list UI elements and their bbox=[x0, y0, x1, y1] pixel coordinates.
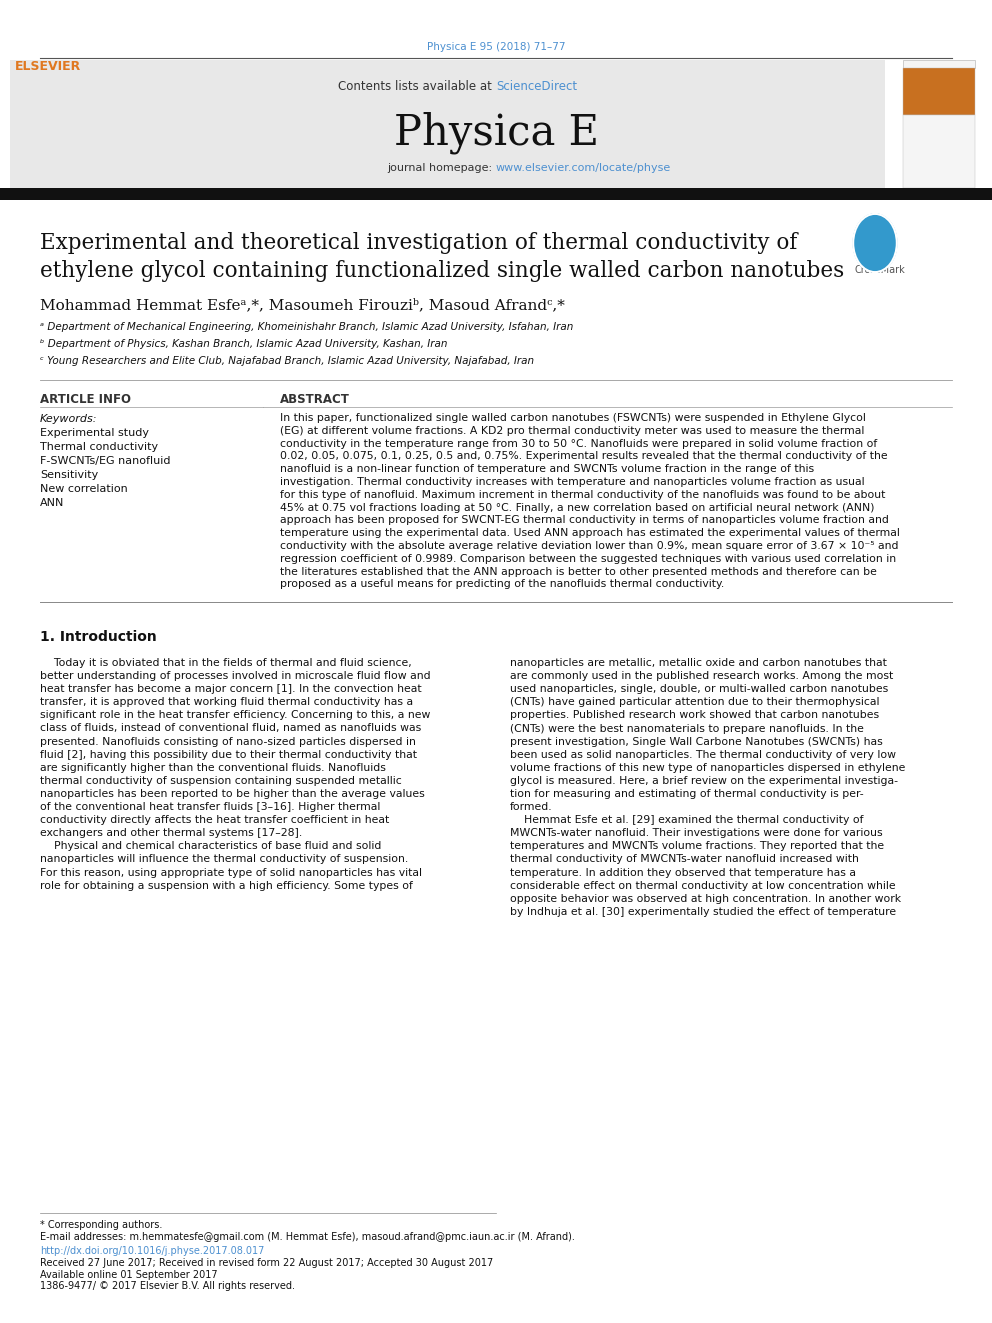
Text: volume fractions of this new type of nanoparticles dispersed in ethylene: volume fractions of this new type of nan… bbox=[510, 763, 906, 773]
Text: Sensitivity: Sensitivity bbox=[40, 470, 98, 480]
Text: (CNTs) have gained particular attention due to their thermophysical: (CNTs) have gained particular attention … bbox=[510, 697, 880, 708]
Text: by Indhuja et al. [30] experimentally studied the effect of temperature: by Indhuja et al. [30] experimentally st… bbox=[510, 906, 896, 917]
Text: Today it is obviated that in the fields of thermal and fluid science,: Today it is obviated that in the fields … bbox=[40, 658, 412, 668]
Text: of the conventional heat transfer fluids [3–16]. Higher thermal: of the conventional heat transfer fluids… bbox=[40, 802, 380, 812]
Text: ANN: ANN bbox=[40, 497, 64, 508]
Text: transfer, it is approved that working fluid thermal conductivity has a: transfer, it is approved that working fl… bbox=[40, 697, 413, 708]
Text: nanoparticles has been reported to be higher than the average values: nanoparticles has been reported to be hi… bbox=[40, 789, 425, 799]
Text: temperature. In addition they observed that temperature has a: temperature. In addition they observed t… bbox=[510, 868, 856, 877]
Text: 1. Introduction: 1. Introduction bbox=[40, 630, 157, 644]
Circle shape bbox=[853, 214, 897, 273]
Text: Available online 01 September 2017: Available online 01 September 2017 bbox=[40, 1270, 217, 1279]
Text: (EG) at different volume fractions. A KD2 pro thermal conductivity meter was use: (EG) at different volume fractions. A KD… bbox=[280, 426, 864, 435]
Text: temperature using the experimental data. Used ANN approach has estimated the exp: temperature using the experimental data.… bbox=[280, 528, 900, 538]
Text: better understanding of processes involved in microscale fluid flow and: better understanding of processes involv… bbox=[40, 671, 431, 681]
Text: Thermal conductivity: Thermal conductivity bbox=[40, 442, 158, 452]
Text: ELSEVIER: ELSEVIER bbox=[15, 60, 81, 73]
FancyBboxPatch shape bbox=[903, 115, 975, 188]
FancyBboxPatch shape bbox=[903, 60, 975, 67]
Text: tion for measuring and estimating of thermal conductivity is per-: tion for measuring and estimating of the… bbox=[510, 789, 864, 799]
Text: Experimental study: Experimental study bbox=[40, 429, 149, 438]
Text: conductivity directly affects the heat transfer coefficient in heat: conductivity directly affects the heat t… bbox=[40, 815, 389, 826]
FancyBboxPatch shape bbox=[903, 67, 975, 115]
Text: ᵃ Department of Mechanical Engineering, Khomeinishahr Branch, Islamic Azad Unive: ᵃ Department of Mechanical Engineering, … bbox=[40, 321, 573, 332]
Text: investigation. Thermal conductivity increases with temperature and nanoparticles: investigation. Thermal conductivity incr… bbox=[280, 478, 865, 487]
FancyBboxPatch shape bbox=[0, 188, 992, 200]
Text: been used as solid nanoparticles. The thermal conductivity of very low: been used as solid nanoparticles. The th… bbox=[510, 750, 896, 759]
Text: nanofluid is a non-linear function of temperature and SWCNTs volume fraction in : nanofluid is a non-linear function of te… bbox=[280, 464, 814, 474]
Text: ᵇ Department of Physics, Kashan Branch, Islamic Azad University, Kashan, Iran: ᵇ Department of Physics, Kashan Branch, … bbox=[40, 339, 447, 349]
Text: for this type of nanofluid. Maximum increment in thermal conductivity of the nan: for this type of nanofluid. Maximum incr… bbox=[280, 490, 886, 500]
Text: conductivity in the temperature range from 30 to 50 °C. Nanofluids were prepared: conductivity in the temperature range fr… bbox=[280, 439, 877, 448]
FancyBboxPatch shape bbox=[10, 60, 885, 188]
Text: ethylene glycol containing functionalized single walled carbon nanotubes: ethylene glycol containing functionalize… bbox=[40, 261, 844, 282]
Text: 1386-9477/ © 2017 Elsevier B.V. All rights reserved.: 1386-9477/ © 2017 Elsevier B.V. All righ… bbox=[40, 1281, 295, 1291]
Text: (CNTs) were the best nanomaterials to prepare nanofluids. In the: (CNTs) were the best nanomaterials to pr… bbox=[510, 724, 864, 733]
Text: In this paper, functionalized single walled carbon nanotubes (FSWCNTs) were susp: In this paper, functionalized single wal… bbox=[280, 413, 866, 423]
Text: Mohammad Hemmat Esfeᵃ,*, Masoumeh Firouziᵇ, Masoud Afrandᶜ,*: Mohammad Hemmat Esfeᵃ,*, Masoumeh Firouz… bbox=[40, 298, 564, 312]
Text: Experimental and theoretical investigation of thermal conductivity of: Experimental and theoretical investigati… bbox=[40, 232, 798, 254]
Text: Physica E: Physica E bbox=[394, 112, 598, 155]
Text: Physical and chemical characteristics of base fluid and solid: Physical and chemical characteristics of… bbox=[40, 841, 381, 852]
Text: used nanoparticles, single, double, or multi-walled carbon nanotubes: used nanoparticles, single, double, or m… bbox=[510, 684, 888, 695]
Text: Received 27 June 2017; Received in revised form 22 August 2017; Accepted 30 Augu: Received 27 June 2017; Received in revis… bbox=[40, 1258, 493, 1267]
Text: are significantly higher than the conventional fluids. Nanofluids: are significantly higher than the conven… bbox=[40, 763, 386, 773]
Text: ᶜ Young Researchers and Elite Club, Najafabad Branch, Islamic Azad University, N: ᶜ Young Researchers and Elite Club, Naja… bbox=[40, 356, 534, 366]
Text: are commonly used in the published research works. Among the most: are commonly used in the published resea… bbox=[510, 671, 893, 681]
Text: Hemmat Esfe et al. [29] examined the thermal conductivity of: Hemmat Esfe et al. [29] examined the the… bbox=[510, 815, 863, 826]
Text: considerable effect on thermal conductivity at low concentration while: considerable effect on thermal conductiv… bbox=[510, 881, 896, 890]
Text: thermal conductivity of suspension containing suspended metallic: thermal conductivity of suspension conta… bbox=[40, 775, 402, 786]
Text: exchangers and other thermal systems [17–28].: exchangers and other thermal systems [17… bbox=[40, 828, 303, 839]
Text: ARTICLE INFO: ARTICLE INFO bbox=[40, 393, 131, 406]
Text: 0.02, 0.05, 0.075, 0.1, 0.25, 0.5 and, 0.75%. Experimental results revealed that: 0.02, 0.05, 0.075, 0.1, 0.25, 0.5 and, 0… bbox=[280, 451, 888, 462]
Text: http://dx.doi.org/10.1016/j.physe.2017.08.017: http://dx.doi.org/10.1016/j.physe.2017.0… bbox=[40, 1246, 265, 1256]
Text: 45% at 0.75 vol fractions loading at 50 °C. Finally, a new correlation based on : 45% at 0.75 vol fractions loading at 50 … bbox=[280, 503, 875, 512]
Text: New correlation: New correlation bbox=[40, 484, 128, 493]
Text: formed.: formed. bbox=[510, 802, 553, 812]
Text: nanoparticles are metallic, metallic oxide and carbon nanotubes that: nanoparticles are metallic, metallic oxi… bbox=[510, 658, 887, 668]
Text: role for obtaining a suspension with a high efficiency. Some types of: role for obtaining a suspension with a h… bbox=[40, 881, 413, 890]
Text: heat transfer has become a major concern [1]. In the convection heat: heat transfer has become a major concern… bbox=[40, 684, 422, 695]
Text: fluid [2], having this possibility due to their thermal conductivity that: fluid [2], having this possibility due t… bbox=[40, 750, 417, 759]
Text: the literatures established that the ANN approach is better to other presented m: the literatures established that the ANN… bbox=[280, 566, 877, 577]
Text: conductivity with the absolute average relative deviation lower than 0.9%, mean : conductivity with the absolute average r… bbox=[280, 541, 899, 550]
Text: E-mail addresses: m.hemmatesfe@gmail.com (M. Hemmat Esfe), masoud.afrand@pmc.iau: E-mail addresses: m.hemmatesfe@gmail.com… bbox=[40, 1232, 575, 1242]
Text: present investigation, Single Wall Carbone Nanotubes (SWCNTs) has: present investigation, Single Wall Carbo… bbox=[510, 737, 883, 746]
Text: opposite behavior was observed at high concentration. In another work: opposite behavior was observed at high c… bbox=[510, 894, 901, 904]
Text: temperatures and MWCNTs volume fractions. They reported that the: temperatures and MWCNTs volume fractions… bbox=[510, 841, 884, 852]
Text: ScienceDirect: ScienceDirect bbox=[496, 79, 577, 93]
Text: Contents lists available at: Contents lists available at bbox=[338, 79, 496, 93]
Text: MWCNTs-water nanofluid. Their investigations were done for various: MWCNTs-water nanofluid. Their investigat… bbox=[510, 828, 883, 839]
Text: F-SWCNTs/EG nanofluid: F-SWCNTs/EG nanofluid bbox=[40, 456, 171, 466]
Text: thermal conductivity of MWCNTs-water nanofluid increased with: thermal conductivity of MWCNTs-water nan… bbox=[510, 855, 859, 864]
Text: presented. Nanofluids consisting of nano-sized particles dispersed in: presented. Nanofluids consisting of nano… bbox=[40, 737, 416, 746]
Text: proposed as a useful means for predicting of the nanofluids thermal conductivity: proposed as a useful means for predictin… bbox=[280, 579, 724, 590]
Text: journal homepage:: journal homepage: bbox=[387, 163, 496, 173]
Text: For this reason, using appropriate type of solid nanoparticles has vital: For this reason, using appropriate type … bbox=[40, 868, 422, 877]
Text: www.elsevier.com/locate/physe: www.elsevier.com/locate/physe bbox=[496, 163, 672, 173]
Text: nanoparticles will influence the thermal conductivity of suspension.: nanoparticles will influence the thermal… bbox=[40, 855, 409, 864]
Text: ABSTRACT: ABSTRACT bbox=[280, 393, 350, 406]
Text: properties. Published research work showed that carbon nanotubes: properties. Published research work show… bbox=[510, 710, 879, 721]
Text: Physica E 95 (2018) 71–77: Physica E 95 (2018) 71–77 bbox=[427, 42, 565, 52]
Text: * Corresponding authors.: * Corresponding authors. bbox=[40, 1220, 163, 1230]
Text: CrossMark: CrossMark bbox=[855, 265, 906, 275]
Text: approach has been proposed for SWCNT-EG thermal conductivity in terms of nanopar: approach has been proposed for SWCNT-EG … bbox=[280, 516, 889, 525]
Text: class of fluids, instead of conventional fluid, named as nanofluids was: class of fluids, instead of conventional… bbox=[40, 724, 422, 733]
Text: regression coefficient of 0.9989. Comparison between the suggested techniques wi: regression coefficient of 0.9989. Compar… bbox=[280, 554, 896, 564]
Text: Keywords:: Keywords: bbox=[40, 414, 97, 423]
Text: significant role in the heat transfer efficiency. Concerning to this, a new: significant role in the heat transfer ef… bbox=[40, 710, 431, 721]
Text: glycol is measured. Here, a brief review on the experimental investiga-: glycol is measured. Here, a brief review… bbox=[510, 775, 898, 786]
